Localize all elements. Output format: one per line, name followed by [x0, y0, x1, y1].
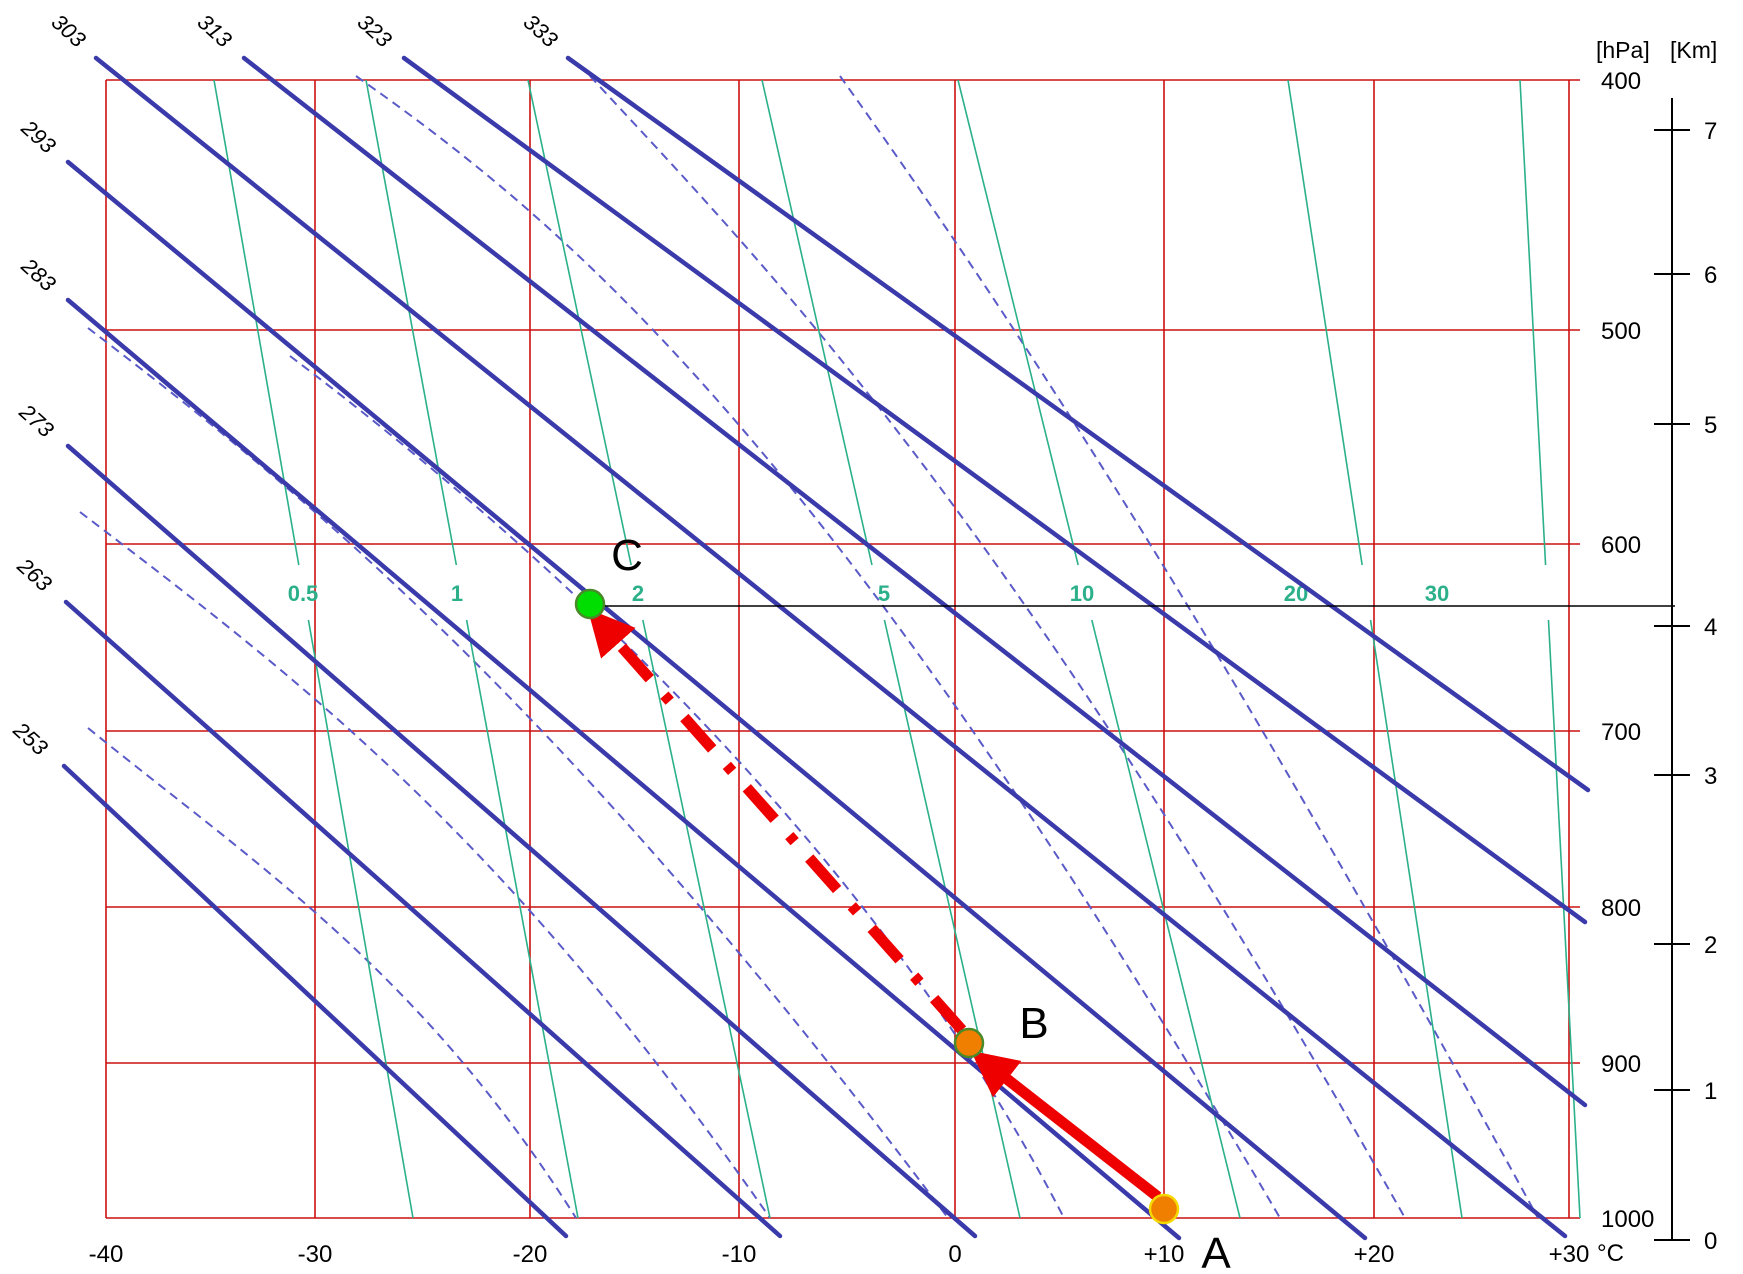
- mixing-ratio-lines: 0.5 1 2 5 10 20 30: [213, 79, 1581, 1219]
- temperature-tick-label: +10: [1144, 1241, 1185, 1268]
- height-scale: 0 1 2 3 4 5 6 7: [1654, 98, 1717, 1255]
- height-tick-label: 1: [1704, 1078, 1717, 1105]
- mixing-ratio-line: [1091, 619, 1241, 1219]
- dry-adiabat-line: [63, 599, 783, 1239]
- parcel-points: A B C: [574, 531, 1231, 1274]
- dry-adiabat-label: 313: [193, 9, 238, 53]
- mixing-ratio-line: [957, 79, 1079, 566]
- parcel-point-label: A: [1201, 1229, 1231, 1274]
- mixing-ratio-line: [465, 619, 579, 1219]
- dry-adiabat-label: 253: [8, 716, 53, 760]
- pressure-tick-label: 400: [1601, 68, 1641, 95]
- dry-ascent-arrow: [970, 1050, 1162, 1202]
- dry-adiabat-label: 263: [12, 552, 57, 596]
- dry-adiabats: 253 263 273 283 293 303 313 323 333: [8, 9, 1591, 1241]
- dry-adiabat-label: 293: [16, 114, 61, 158]
- mixing-ratio-line: [761, 79, 873, 566]
- mixing-ratio-label: 2: [632, 581, 644, 606]
- pressure-tick-label: 700: [1601, 719, 1641, 746]
- mixing-ratio-line: [1547, 619, 1581, 1219]
- moist-adiabat-line: [839, 75, 1539, 1219]
- temperature-tick-label: -40: [89, 1241, 124, 1268]
- mixing-ratio-line: [365, 79, 458, 566]
- parcel-path: [587, 608, 1162, 1202]
- pressure-tick-label: 900: [1601, 1051, 1641, 1078]
- mixing-ratio-label: 0.5: [288, 581, 319, 606]
- km-unit-label: [Km]: [1670, 37, 1717, 63]
- mixing-ratio-line: [1519, 79, 1547, 566]
- temperature-unit-label: °C: [1597, 1240, 1624, 1267]
- dry-adiabat-line: [565, 55, 1591, 793]
- mixing-ratio-line: [883, 619, 1021, 1219]
- parcel-point-c: [574, 588, 606, 620]
- temperature-tick-label: -20: [513, 1241, 548, 1268]
- dry-adiabat-label: 303: [47, 9, 92, 53]
- dry-adiabat-line: [61, 763, 569, 1239]
- pressure-tick-label: 600: [1601, 532, 1641, 559]
- dry-adiabat-line: [65, 443, 978, 1239]
- parcel-point-label: C: [611, 531, 643, 580]
- height-tick-label: 7: [1704, 118, 1717, 145]
- height-tick-label: 2: [1704, 932, 1717, 959]
- mixing-ratio-line: [1369, 619, 1463, 1219]
- mixing-ratio-line: [642, 619, 771, 1219]
- parcel-point-label: B: [1019, 999, 1048, 1048]
- temperature-tick-label: -30: [298, 1241, 333, 1268]
- temperature-tick-label: +30: [1549, 1241, 1590, 1268]
- parcel-point-a: [1148, 1193, 1180, 1225]
- dry-adiabat-label: 283: [16, 252, 61, 296]
- moist-adiabat-line: [87, 327, 949, 1219]
- moist-adiabat-line: [355, 75, 1281, 1219]
- moist-adiabat-line: [79, 511, 771, 1219]
- moist-adiabats: [79, 75, 1539, 1219]
- mixing-ratio-label: 30: [1425, 581, 1449, 606]
- height-tick-label: 3: [1704, 763, 1717, 790]
- mixing-ratio-label: 10: [1070, 581, 1094, 606]
- mixing-ratio-line: [213, 79, 300, 566]
- dry-adiabat-line: [93, 55, 1568, 1239]
- moist-adiabat-line: [589, 75, 1406, 1219]
- mixing-ratio-label: 1: [451, 581, 463, 606]
- height-tick-label: 4: [1704, 614, 1717, 641]
- temperature-tick-label: +20: [1354, 1241, 1395, 1268]
- moist-adiabat-line: [289, 355, 1065, 1219]
- temperature-tick-label: -10: [722, 1241, 757, 1268]
- mixing-ratio-line: [1287, 79, 1363, 566]
- moist-adiabat-line: [87, 727, 577, 1219]
- pressure-tick-label: 800: [1601, 895, 1641, 922]
- dry-adiabat-line: [401, 55, 1588, 925]
- dry-adiabat-label: 323: [353, 9, 398, 53]
- parcel-point-b: [953, 1027, 985, 1059]
- dry-adiabat-label: 333: [519, 9, 564, 53]
- height-tick-label: 5: [1704, 412, 1717, 439]
- pressure-tick-label: 500: [1601, 318, 1641, 345]
- height-tick-label: 0: [1704, 1228, 1717, 1255]
- dry-adiabat-line: [65, 159, 1368, 1241]
- mixing-ratio-line: [307, 619, 414, 1219]
- dry-adiabat-label: 273: [14, 398, 59, 442]
- dry-adiabat-line: [241, 55, 1588, 1108]
- mixing-ratio-label: 5: [878, 581, 890, 606]
- temperature-tick-label: 0: [948, 1241, 961, 1268]
- height-tick-label: 6: [1704, 262, 1717, 289]
- pressure-tick-label: 1000: [1601, 1206, 1654, 1233]
- hpa-unit-label: [hPa]: [1596, 37, 1650, 63]
